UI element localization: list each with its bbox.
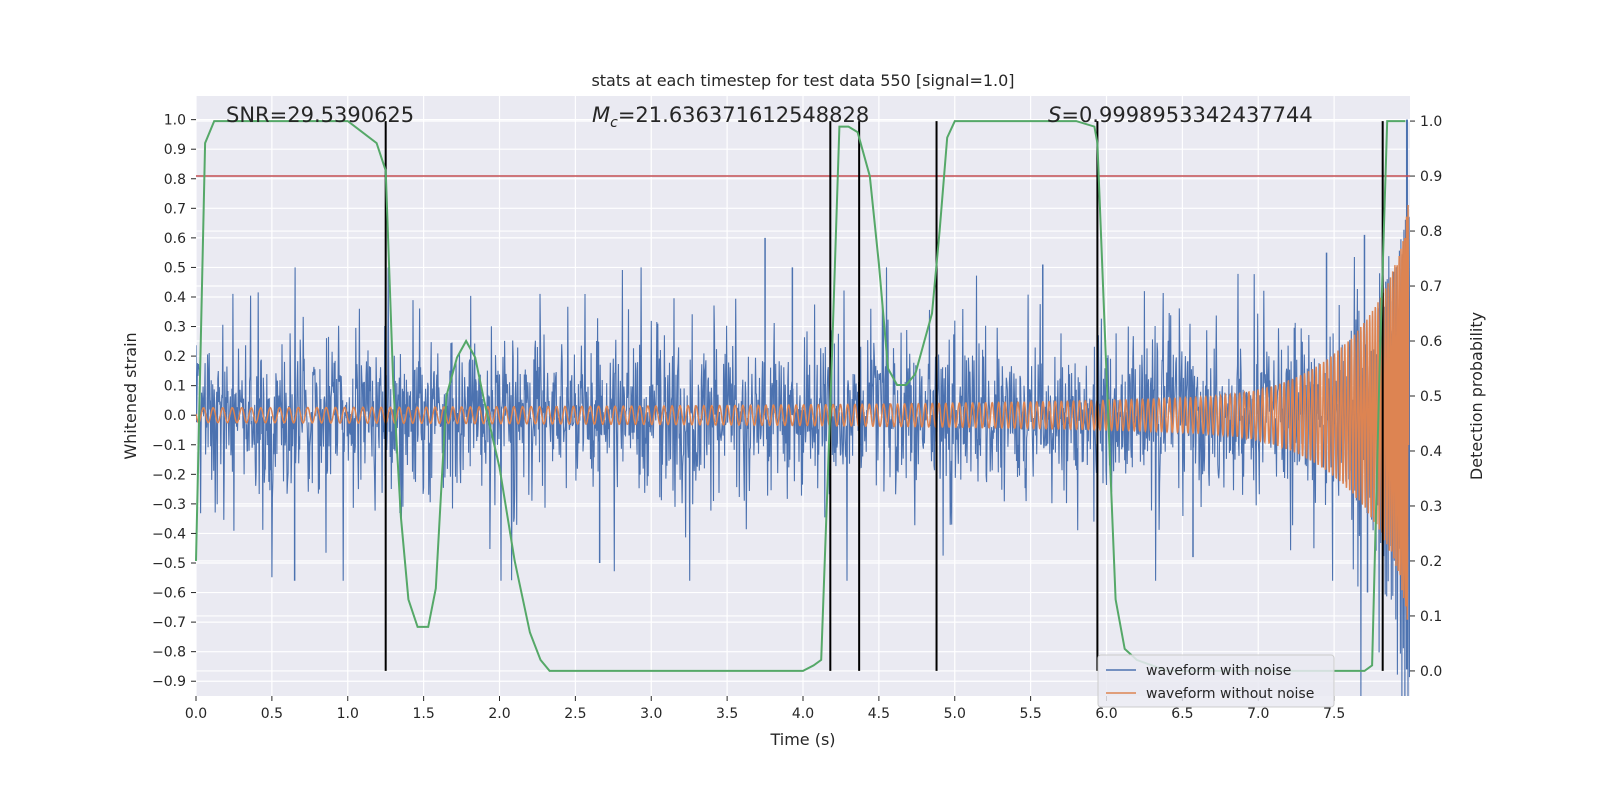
y-tick-label: 0.3 <box>164 320 186 336</box>
clean-line <box>196 204 1410 620</box>
y-tick-label: 0.1 <box>164 379 186 395</box>
y-tick-label: 0.9 <box>164 142 186 158</box>
x-tick-label: 5.0 <box>944 706 966 722</box>
y2-tick-label: 0.3 <box>1420 499 1442 515</box>
y-tick-label: 1.0 <box>164 113 186 129</box>
x-tick-label: 4.0 <box>792 706 814 722</box>
y2-tick-label: 0.6 <box>1420 334 1442 350</box>
x-tick-label: 2.0 <box>488 706 510 722</box>
mc-symbol: M <box>592 103 610 127</box>
chart-title: stats at each timestep for test data 550… <box>591 71 1014 90</box>
legend-label-noisy: waveform with noise <box>1146 663 1291 679</box>
y-tick-label: −0.7 <box>152 615 186 631</box>
s-annotation: S=0.9998953342437744 <box>1048 103 1313 127</box>
probability-series <box>195 120 1406 672</box>
x-tick-label: 2.5 <box>564 706 586 722</box>
x-tick-label: 3.5 <box>716 706 738 722</box>
x-axis: 0.0 0.5 1.0 1.5 2.0 2.5 3.0 3.5 4.0 4.5 5.0 5.5 6.0 6… <box>185 696 1345 722</box>
x-tick-label: 3.0 <box>640 706 662 722</box>
y2-tick-label: 0.8 <box>1420 224 1442 240</box>
x-tick-label: 7.0 <box>1247 706 1269 722</box>
probability-line <box>195 120 1406 672</box>
legend-label-clean: waveform without noise <box>1146 686 1314 702</box>
x-axis-label: Time (s) <box>769 730 835 749</box>
y-tick-label: 0.5 <box>164 260 186 276</box>
x-tick-label: 6.5 <box>1171 706 1193 722</box>
y-tick-label: 0.6 <box>164 231 186 247</box>
y-tick-label: −0.1 <box>152 438 186 454</box>
y-tick-label: −0.9 <box>152 674 186 690</box>
mc-value: =21.636371612548828 <box>618 103 869 127</box>
x-tick-label: 5.5 <box>1019 706 1041 722</box>
y-tick-label: 0.2 <box>164 349 186 365</box>
y-tick-label: −0.8 <box>152 645 186 661</box>
y2-tick-label: 0.2 <box>1420 554 1442 570</box>
y-tick-label: 0.7 <box>164 201 186 217</box>
y-tick-label: −0.4 <box>152 526 186 542</box>
s-value: =0.9998953342437744 <box>1061 103 1312 127</box>
x-tick-label: 0.0 <box>185 706 207 722</box>
legend-box <box>1097 654 1335 708</box>
y2-tick-label: 0.9 <box>1420 169 1442 185</box>
y-axis-label: Whitened strain <box>121 332 140 459</box>
y2-tick-label: 0.5 <box>1420 389 1442 405</box>
x-tick-label: 4.5 <box>868 706 890 722</box>
mc-annotation: Mc=21.636371612548828 <box>592 103 869 131</box>
y-tick-label: −0.5 <box>152 556 186 572</box>
y2-tick-label: 0.0 <box>1420 664 1442 680</box>
snr-annotation: SNR=29.5390625 <box>226 103 414 127</box>
clean-series <box>196 204 1410 620</box>
y2-tick-label: 0.1 <box>1420 609 1442 625</box>
y-tick-label: 0.4 <box>164 290 186 306</box>
event-lines <box>384 121 1384 671</box>
x-tick-label: 6.0 <box>1095 706 1117 722</box>
mc-subscript: c <box>610 115 618 131</box>
y2-tick-label: 0.4 <box>1420 444 1442 460</box>
y2-axis-label: Detection probability <box>1467 312 1486 480</box>
x-tick-label: 1.5 <box>412 706 434 722</box>
s-symbol: S <box>1048 103 1061 127</box>
y2-tick-label: 1.0 <box>1420 114 1442 130</box>
y-tick-label: 0.8 <box>164 172 186 188</box>
x-tick-label: 1.0 <box>337 706 359 722</box>
y-tick-label: −0.2 <box>152 467 186 483</box>
y-tick-label: 0.0 <box>164 408 186 424</box>
y-tick-label: −0.3 <box>152 497 186 513</box>
y-tick-label: −0.6 <box>152 586 186 602</box>
y-axis: 1.0 0.9 0.8 0.7 0.6 0.5 0.4 0.3 0.2 0.1 0.0 −0.1 −0.… <box>152 113 196 690</box>
legend: waveform with noise waveform without noi… <box>1097 654 1335 708</box>
y2-axis: 1.0 0.9 0.8 0.7 0.6 0.5 0.4 0.3 0.2 0.1 0.0 <box>1410 114 1442 680</box>
x-tick-label: 0.5 <box>261 706 283 722</box>
y2-tick-label: 0.7 <box>1420 279 1442 295</box>
x-tick-label: 7.5 <box>1323 706 1345 722</box>
